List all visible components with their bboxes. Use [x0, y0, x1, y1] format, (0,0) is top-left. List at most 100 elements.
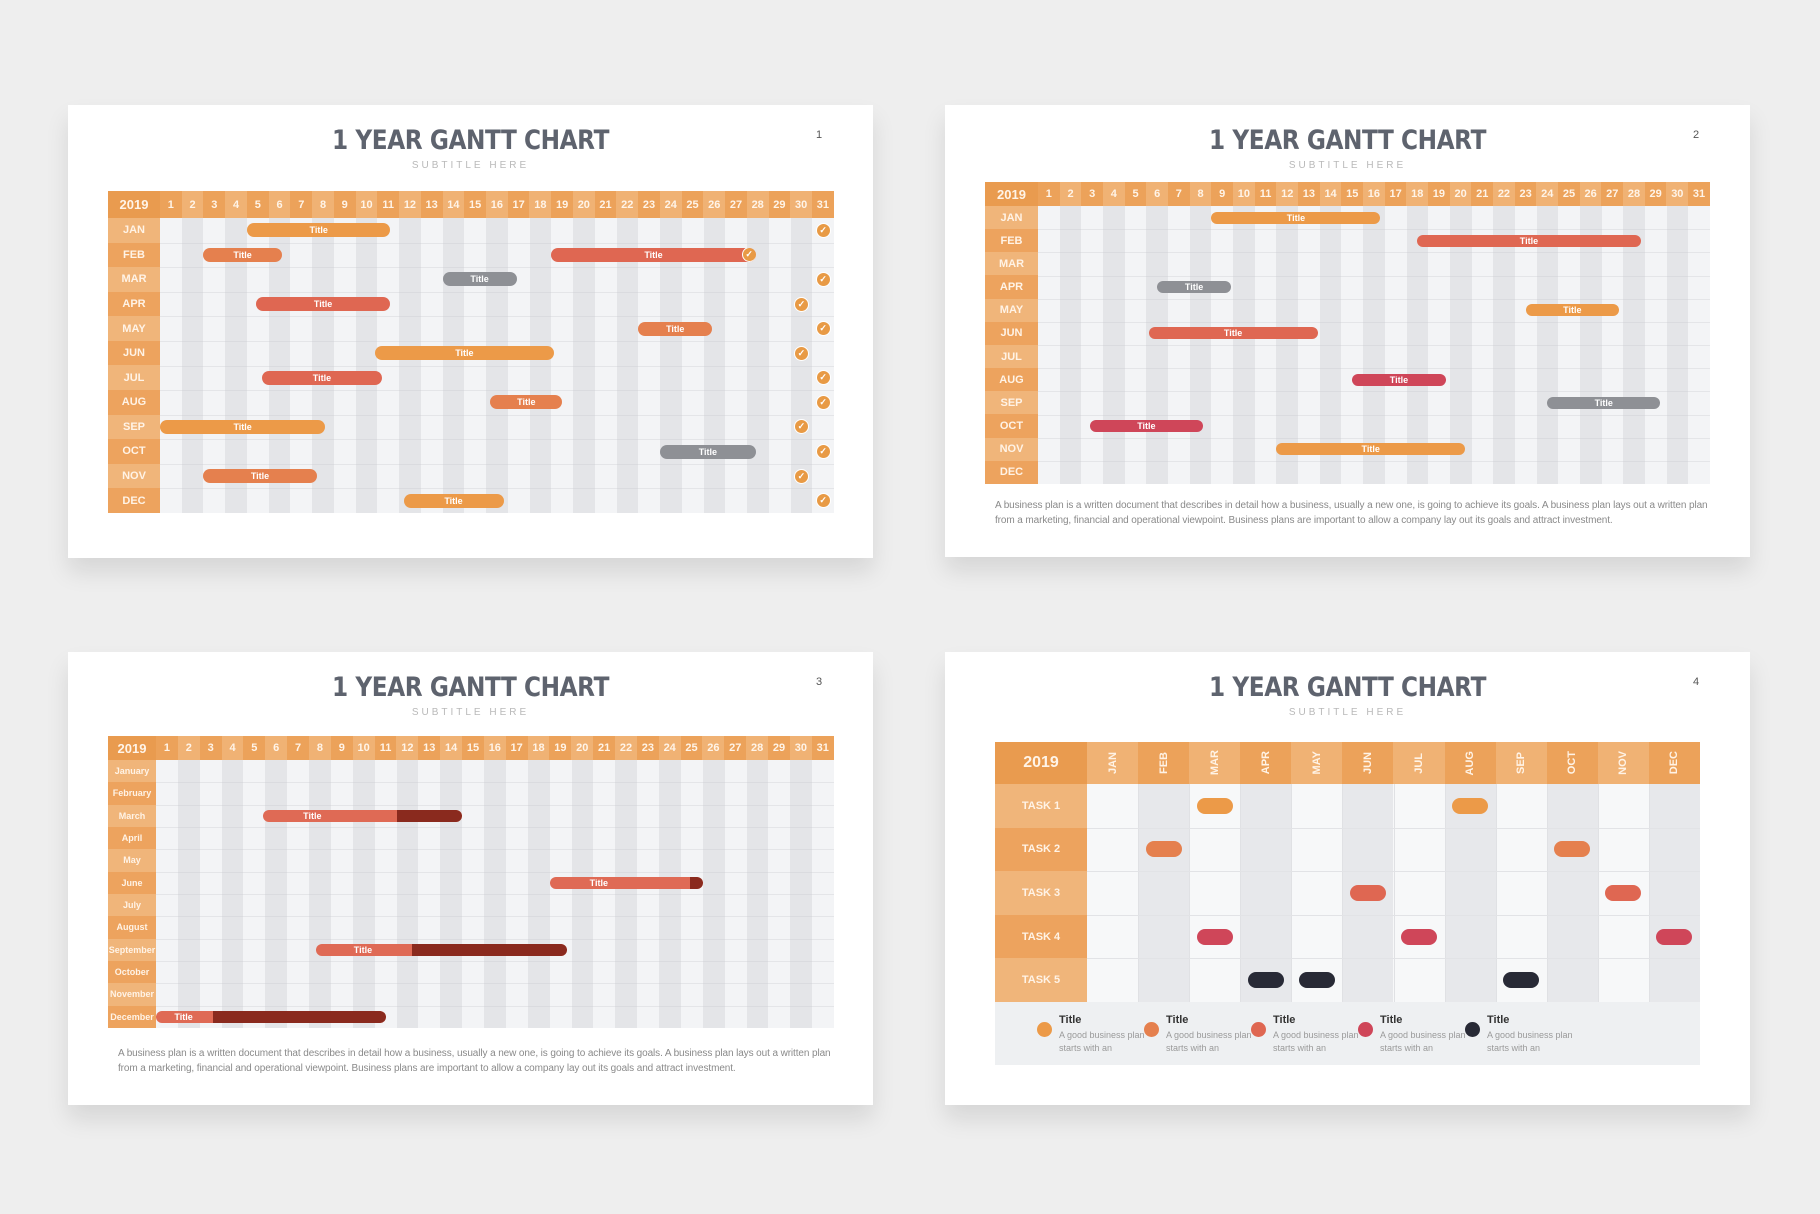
- day-header: 7: [290, 191, 313, 218]
- slide-3[interactable]: 1 YEAR GANTT CHART SUBTITLE HERE 3 2019 1…: [68, 652, 873, 1105]
- task-bar[interactable]: Title: [490, 395, 563, 410]
- day-column: [355, 218, 378, 513]
- task-bar[interactable]: Title: [1547, 396, 1661, 409]
- task-bar[interactable]: Title: [156, 1010, 386, 1023]
- check-icon[interactable]: ✓: [793, 296, 809, 312]
- check-icon[interactable]: ✓: [815, 271, 831, 287]
- slide-4[interactable]: 1 YEAR GANTT CHART SUBTITLE HERE 4 2019 J…: [945, 652, 1750, 1105]
- month-label: AUG: [1464, 750, 1477, 776]
- slide-title: 1 YEAR GANTT CHART: [331, 125, 610, 156]
- day-header: 2: [1059, 182, 1082, 206]
- task-marker[interactable]: [1401, 928, 1438, 945]
- row-divider: [156, 1005, 834, 1007]
- month-label: APR: [1259, 751, 1272, 775]
- day-header: 29: [768, 191, 791, 218]
- row-divider: [1038, 437, 1710, 439]
- bar-label: Title: [174, 1011, 193, 1022]
- task-bar[interactable]: Title: [1525, 304, 1619, 317]
- day-header: 6: [1146, 182, 1169, 206]
- check-icon[interactable]: ✓: [815, 370, 831, 386]
- bar-label: Title: [233, 421, 252, 432]
- task-bar[interactable]: Title: [1417, 234, 1641, 247]
- check-icon[interactable]: ✓: [793, 345, 809, 361]
- task-marker[interactable]: [1247, 972, 1284, 989]
- task-labels: TASK 1 TASK 2 TASK 3 TASK 4 TASK 5: [995, 784, 1087, 1002]
- task-bar[interactable]: Title: [1090, 420, 1203, 433]
- check-icon[interactable]: ✓: [815, 321, 831, 337]
- check-icon[interactable]: ✓: [793, 419, 809, 435]
- task-bar[interactable]: Title: [638, 321, 713, 336]
- task-marker[interactable]: [1145, 841, 1182, 858]
- task-label: TASK 3: [995, 871, 1087, 915]
- task-bar[interactable]: Title: [246, 223, 391, 238]
- task-bar[interactable]: Title: [263, 809, 463, 822]
- task-marker[interactable]: [1196, 928, 1233, 945]
- month-label: DEC: [1668, 751, 1681, 775]
- row-labels: JAN FEB MAR APR MAY JUN JUL AUG SEP OCT NOV DEC: [985, 206, 1038, 484]
- row-divider: [160, 316, 834, 318]
- task-bar[interactable]: Title: [1276, 443, 1466, 456]
- month-label: MAR: [1208, 750, 1221, 776]
- legend-title: Title: [1273, 1014, 1296, 1026]
- month-label: FEB: [1157, 752, 1170, 774]
- day-header: 31: [811, 736, 834, 760]
- day-column: [1623, 206, 1645, 484]
- task-bar[interactable]: Title: [549, 876, 703, 889]
- task-bar[interactable]: Title: [1352, 373, 1446, 386]
- row-divider: [156, 804, 834, 806]
- check-icon[interactable]: ✓: [815, 394, 831, 410]
- task-bar[interactable]: Title: [660, 444, 756, 459]
- task-bar[interactable]: Title: [160, 419, 326, 434]
- task-marker[interactable]: [1349, 885, 1386, 901]
- slide-2[interactable]: 1 YEAR GANTT CHART SUBTITLE HERE 2 2019 1…: [945, 105, 1750, 557]
- task-bar[interactable]: Title ✓: [551, 247, 756, 262]
- check-icon[interactable]: ✓: [815, 222, 831, 238]
- col-divider: [1393, 784, 1395, 1002]
- task-marker[interactable]: [1554, 841, 1591, 858]
- task-marker[interactable]: [1656, 928, 1693, 945]
- grid-body: Title Title Title Title: [156, 760, 834, 1028]
- check-icon[interactable]: ✓: [815, 493, 831, 509]
- day-header: 5: [1124, 182, 1147, 206]
- month-label: JUN: [1361, 751, 1374, 774]
- day-header: 24: [658, 736, 681, 760]
- day-column: [225, 218, 247, 513]
- grid-body: Title Title Title ✓ Title Title Title Title Titl…: [160, 218, 834, 513]
- task-bar[interactable]: Title: [255, 297, 391, 312]
- day-column: [703, 218, 726, 513]
- task-bar[interactable]: Title: [315, 943, 568, 956]
- slide-title: 1 YEAR GANTT CHART: [1208, 672, 1487, 703]
- year-header: 2019: [995, 742, 1087, 784]
- day-column: [747, 218, 769, 513]
- month-header: NOV: [1597, 742, 1649, 784]
- task-marker[interactable]: [1452, 797, 1489, 814]
- task-bar[interactable]: Title: [203, 247, 282, 262]
- row-label: April: [108, 826, 156, 850]
- day-header: 14: [440, 736, 463, 760]
- slide-1[interactable]: 1 YEAR GANTT CHART SUBTITLE HERE 1 2019 1…: [68, 105, 873, 558]
- day-header: 30: [790, 191, 813, 218]
- task-marker[interactable]: [1503, 972, 1540, 989]
- day-header: 13: [418, 736, 441, 760]
- month-label: JAN: [1106, 751, 1119, 774]
- day-header: 16: [1363, 182, 1385, 206]
- bar-label: Title: [444, 495, 463, 506]
- task-bar[interactable]: Title: [403, 493, 504, 508]
- row-divider: [1087, 958, 1700, 960]
- bar-label: Title: [1519, 235, 1539, 246]
- task-marker[interactable]: [1298, 972, 1335, 989]
- task-marker[interactable]: [1605, 885, 1642, 901]
- task-bar[interactable]: Title: [1148, 327, 1318, 340]
- task-bar[interactable]: Title: [442, 272, 517, 287]
- task-bar[interactable]: Title: [262, 370, 382, 385]
- task-marker[interactable]: [1196, 797, 1233, 814]
- day-header: 12: [1276, 182, 1299, 206]
- task-bar[interactable]: Title: [1211, 211, 1381, 224]
- task-bar[interactable]: Title: [203, 469, 317, 484]
- bar-label: Title: [313, 299, 333, 310]
- check-icon[interactable]: ✓: [815, 444, 831, 460]
- day-header: 15: [1341, 182, 1364, 206]
- task-bar[interactable]: Title: [1157, 281, 1231, 294]
- check-icon[interactable]: ✓: [793, 468, 809, 484]
- task-bar[interactable]: Title: [375, 346, 554, 361]
